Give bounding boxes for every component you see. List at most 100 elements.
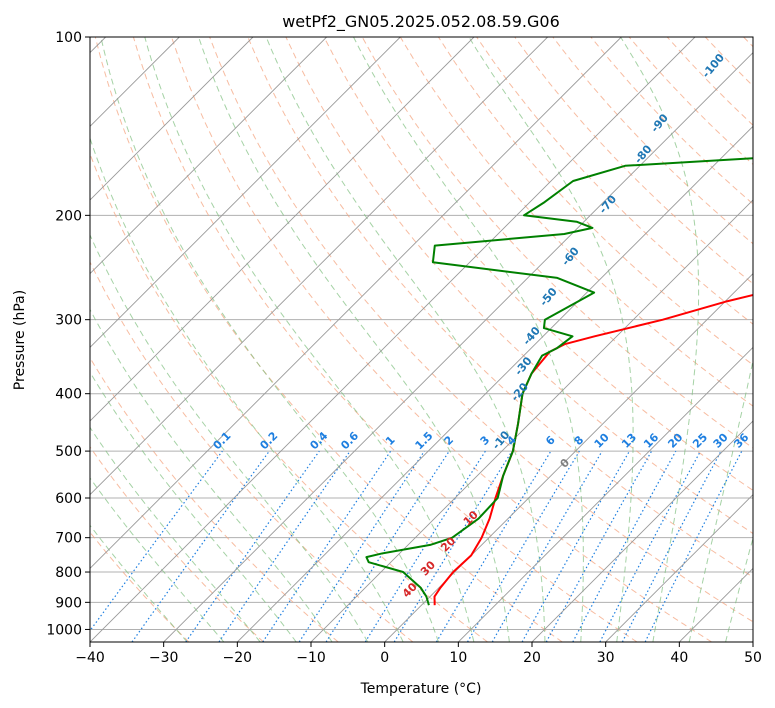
x-axis-label: Temperature (°C) — [360, 681, 482, 697]
chart-annotations: 0.1 0.2 0.4 0.6 1 1.5 2 3 4 6 8 10 13 16 20 25 30 36-100-… — [211, 51, 752, 600]
mixing-ratio-line — [131, 450, 270, 642]
moist-adiabat-label: -60 — [559, 244, 582, 268]
dry-adiabat — [285, 37, 753, 535]
mixing-ratio-line — [185, 450, 320, 642]
dry-adiabat — [743, 37, 753, 48]
isotherm — [752, 641, 753, 642]
x-tick-label: −30 — [149, 650, 179, 666]
dry-adiabat — [132, 37, 638, 642]
mixing-ratio-line — [545, 450, 653, 642]
x-tick-label: 40 — [670, 650, 688, 666]
y-tick-label: 600 — [55, 491, 82, 507]
moist-adiabat — [90, 524, 188, 642]
isotherm — [90, 37, 401, 348]
x-tick-label: −10 — [296, 650, 326, 666]
x-tick-label: −40 — [75, 650, 105, 666]
sounding-series — [365, 157, 753, 606]
plot-frame — [89, 36, 754, 643]
dry-adiabat — [90, 446, 264, 642]
mixing-ratio-label: 3 — [478, 433, 493, 448]
axis-ticks: −40 −30 −20 −10 0 10 20 30 40 5010020030040050060… — [46, 30, 762, 666]
moist-adiabat — [688, 358, 753, 642]
mixing-ratio-label: 0.4 — [307, 429, 330, 452]
mixing-ratio-line — [262, 450, 392, 642]
mixing-ratio-label: 1 — [383, 433, 398, 448]
moist-adiabat — [90, 426, 261, 642]
y-tick-label: 100 — [55, 30, 82, 46]
mixing-ratio-label: 1.5 — [413, 429, 436, 452]
moist-adiabat-label: -90 — [648, 111, 671, 135]
dry-adiabat — [323, 37, 753, 491]
x-tick-label: 20 — [523, 650, 541, 666]
y-tick-label: 700 — [55, 531, 82, 547]
y-tick-label: 500 — [55, 444, 82, 460]
mixing-ratio-label: 0.1 — [211, 429, 234, 452]
moist-adiabat-label: -100 — [699, 51, 727, 81]
isotherm — [679, 567, 753, 642]
isotherm — [90, 37, 548, 496]
moist-adiabat — [620, 37, 700, 642]
mixing-ratio-label: 6 — [543, 433, 558, 448]
mixing-ratio-lines — [90, 450, 743, 642]
y-tick-label: 800 — [55, 565, 82, 581]
dry-adiabat — [90, 356, 339, 642]
moist-adiabat — [725, 536, 753, 642]
y-tick-label: 1000 — [46, 622, 82, 638]
dry-adiabat — [90, 260, 414, 642]
mixing-ratio-label: 30 — [711, 430, 731, 450]
plot-area: 0.1 0.2 0.4 0.6 1 1.5 2 3 4 6 8 10 13 16 20 25 30 36-100-… — [90, 37, 753, 642]
dry-adiabat — [666, 37, 753, 126]
moist-adiabat — [265, 37, 546, 642]
isotherm — [90, 37, 254, 201]
x-tick-label: 10 — [449, 650, 467, 666]
isotherm — [384, 273, 753, 642]
x-tick-label: −20 — [223, 650, 253, 666]
moist-adiabat — [198, 37, 510, 642]
mixing-ratio-label: 10 — [592, 430, 612, 450]
moist-adiabat-label: -40 — [520, 324, 543, 348]
isotherm — [90, 37, 475, 422]
moist-adiabat — [353, 37, 584, 642]
moist-adiabat — [90, 233, 369, 642]
isotherm — [90, 37, 622, 569]
mixing-ratio-line — [90, 450, 223, 632]
mixing-ratio-line — [521, 450, 631, 642]
mixing-ratio-label: 36 — [731, 430, 751, 450]
dry-adiabat — [514, 37, 753, 285]
dry-adiabat-label: 40 — [400, 580, 420, 600]
mixing-ratio-line — [572, 450, 677, 642]
mixing-ratio-line — [325, 450, 450, 642]
temperature-profile-line — [433, 293, 753, 606]
dry-adiabat-label: 30 — [418, 558, 438, 578]
mixing-ratio-line — [298, 450, 425, 642]
dry-adiabat — [90, 531, 190, 642]
dry-adiabat — [209, 37, 753, 623]
dewpoint-profile-line — [365, 157, 753, 606]
y-tick-label: 400 — [55, 387, 82, 403]
moist-adiabat — [100, 37, 439, 642]
y-axis-label: Pressure (hPa) — [12, 290, 28, 390]
mixing-ratio-line — [218, 450, 351, 642]
isotherm — [90, 37, 327, 275]
chart-title: wetPf2_GN05.2025.052.08.59.G06 — [282, 12, 560, 32]
isotherm — [90, 37, 696, 642]
y-tick-label: 200 — [55, 208, 82, 224]
mixing-ratio-label: 8 — [572, 433, 587, 448]
mixing-ratio-label: 20 — [665, 430, 685, 450]
isotherm-zero-label: 0 — [558, 456, 573, 471]
x-tick-label: 30 — [597, 650, 615, 666]
y-tick-label: 300 — [55, 313, 82, 329]
isotherm — [163, 52, 753, 642]
dry-adiabat — [704, 37, 753, 87]
isotherm — [458, 346, 753, 642]
isotherm — [237, 125, 753, 642]
mixing-ratio-label: 0.6 — [338, 429, 361, 452]
moist-adiabat — [90, 136, 404, 642]
mixing-ratio-line — [393, 450, 513, 642]
moist-adiabat-label: -70 — [596, 192, 619, 216]
moist-adiabat — [90, 308, 333, 642]
dry-adiabat — [90, 152, 488, 642]
isotherm — [310, 199, 753, 642]
isotherm-grid — [90, 37, 753, 642]
